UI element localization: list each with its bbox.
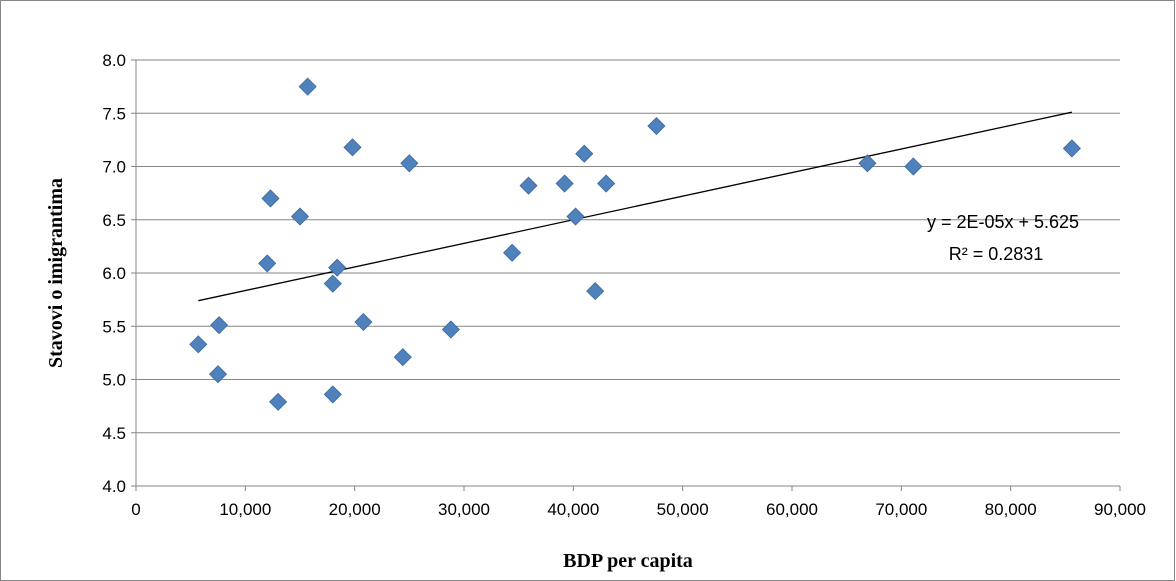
y-tick-label: 7.5 [102,104,126,123]
data-point [566,207,585,226]
data-point [503,243,522,262]
y-tick-label: 6.5 [102,211,126,230]
data-point [343,138,362,157]
y-tick-label: 5.5 [102,317,126,336]
x-tick-label: 30,000 [438,500,490,519]
data-point [858,154,877,173]
y-tick-label: 6.0 [102,264,126,283]
trendline-r-squared: R² = 0.2831 [949,244,1044,264]
x-tick-labels: 0 10,000 20,000 30,000 40,000 50,000 60,000 70,… [131,500,1146,519]
x-axis-title: BDP per capita [563,550,693,572]
data-point [323,385,342,404]
y-tick-label: 4.5 [102,424,126,443]
y-tick-labels: 4.0 4.5 5.0 5.5 6.0 6.5 7.0 7.5 8.0 [102,51,126,496]
x-tick-label: 80,000 [985,500,1037,519]
data-point [586,282,605,301]
data-point [597,174,616,193]
data-point [290,207,310,226]
data-point [323,274,342,293]
data-point [400,154,419,173]
y-tick-label: 7.0 [102,158,126,177]
data-point [210,316,229,335]
data-point [261,189,280,208]
y-tick-label: 5.0 [102,371,126,390]
x-tick-label: 90,000 [1094,500,1146,519]
data-point [647,116,666,136]
x-tick-label: 70,000 [875,500,927,519]
data-point [1062,139,1081,158]
y-tick-label: 4.0 [102,477,126,496]
y-tick-label: 8.0 [102,51,126,70]
data-point [555,174,574,193]
data-point [328,258,347,277]
data-points [189,77,1081,411]
data-point [441,320,460,339]
y-axis-title: Stavovi o imigrantima [45,178,67,368]
data-point [208,365,228,384]
trendline-equation: y = 2E-05x + 5.625 [927,212,1079,232]
axes [131,59,1121,491]
x-tick-label: 40,000 [547,500,599,519]
x-tick-label: 50,000 [657,500,709,519]
x-tick-label: 20,000 [329,500,381,519]
data-point [393,348,412,367]
data-point [269,392,288,411]
data-point [298,77,317,96]
data-point [904,157,923,176]
data-point [354,312,373,332]
x-tick-label: 0 [131,500,140,519]
x-tick-label: 60,000 [766,500,818,519]
data-point [189,335,208,354]
data-point [519,176,538,195]
x-tick-label: 10,000 [219,500,271,519]
data-point [575,144,594,163]
data-point [258,254,277,273]
